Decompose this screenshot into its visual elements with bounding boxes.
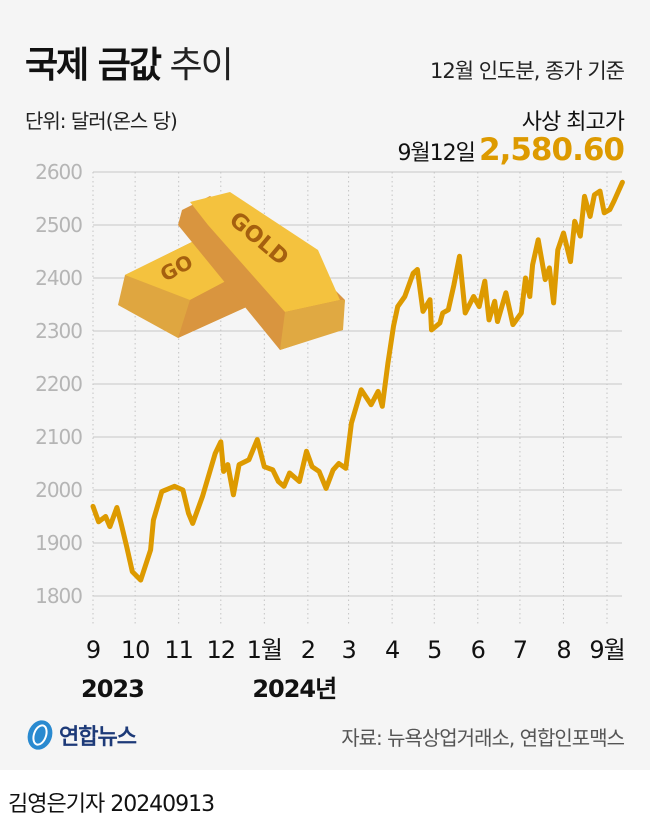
y-tick-label: 2000 [35, 478, 82, 502]
price-basis-note: 12월 인도분, 종가 기준 [430, 59, 625, 83]
record-value: 2,580.60 [479, 132, 625, 168]
y-tick-label: 2400 [35, 266, 82, 290]
x-tick-label: 4 [385, 636, 399, 664]
x-tick-label: 8 [556, 636, 570, 664]
y-tick-label: 2200 [35, 372, 82, 396]
chart-title: 국제 금값 추이 [25, 45, 234, 86]
x-tick-label: 2 [301, 636, 315, 664]
x-tick-label: 7 [513, 636, 527, 664]
record-date: 9월12일 [397, 141, 475, 166]
y-tick-label: 1900 [35, 531, 82, 555]
x-tick-label: 10 [121, 636, 150, 664]
unit-label: 단위: 달러(온스 당) [25, 109, 178, 133]
yonhap-logo-icon [27, 720, 53, 750]
x-tick-label: 6 [471, 636, 485, 664]
year-label: 2024년 [252, 675, 336, 703]
byline: 김영은기자 20240913 [8, 792, 215, 817]
x-tick-label: 5 [427, 636, 441, 664]
price-line [90, 179, 625, 583]
source-note: 자료: 뉴욕상업거래소, 연합인포맥스 [341, 726, 625, 750]
x-tick-label: 1월 [247, 636, 282, 664]
chart-panel [0, 0, 650, 770]
price-series [90, 179, 625, 583]
x-tick-label: 9월 [589, 636, 624, 664]
y-tick-label: 2500 [35, 213, 82, 237]
y-tick-label: 2100 [35, 425, 82, 449]
yonhap-logo: 연합뉴스 [25, 718, 137, 752]
x-axis-labels: 9 10 11 12 1월 2 3 4 5 6 7 8 9월 2023 2024년 [81, 636, 626, 703]
y-tick-label: 1800 [35, 584, 82, 608]
gold-price-chart: 1800 1900 2000 2100 2200 2300 2400 2500 2600 GO … [35, 160, 626, 703]
x-tick-label: 11 [164, 636, 193, 664]
y-tick-label: 2300 [35, 319, 82, 343]
record-high-label: 사상 최고가 [521, 110, 625, 135]
grid: 1800 1900 2000 2100 2200 2300 2400 2500 2600 [35, 160, 622, 625]
y-tick-label: 2600 [35, 160, 82, 184]
gold-bars-illustration: GO GOLD [118, 192, 345, 350]
year-label: 2023 [81, 675, 144, 703]
x-tick-label: 9 [86, 636, 100, 664]
record-high: 9월12일 2,580.60 [397, 132, 625, 168]
x-tick-label: 3 [341, 636, 355, 664]
x-tick-label: 12 [207, 636, 236, 664]
